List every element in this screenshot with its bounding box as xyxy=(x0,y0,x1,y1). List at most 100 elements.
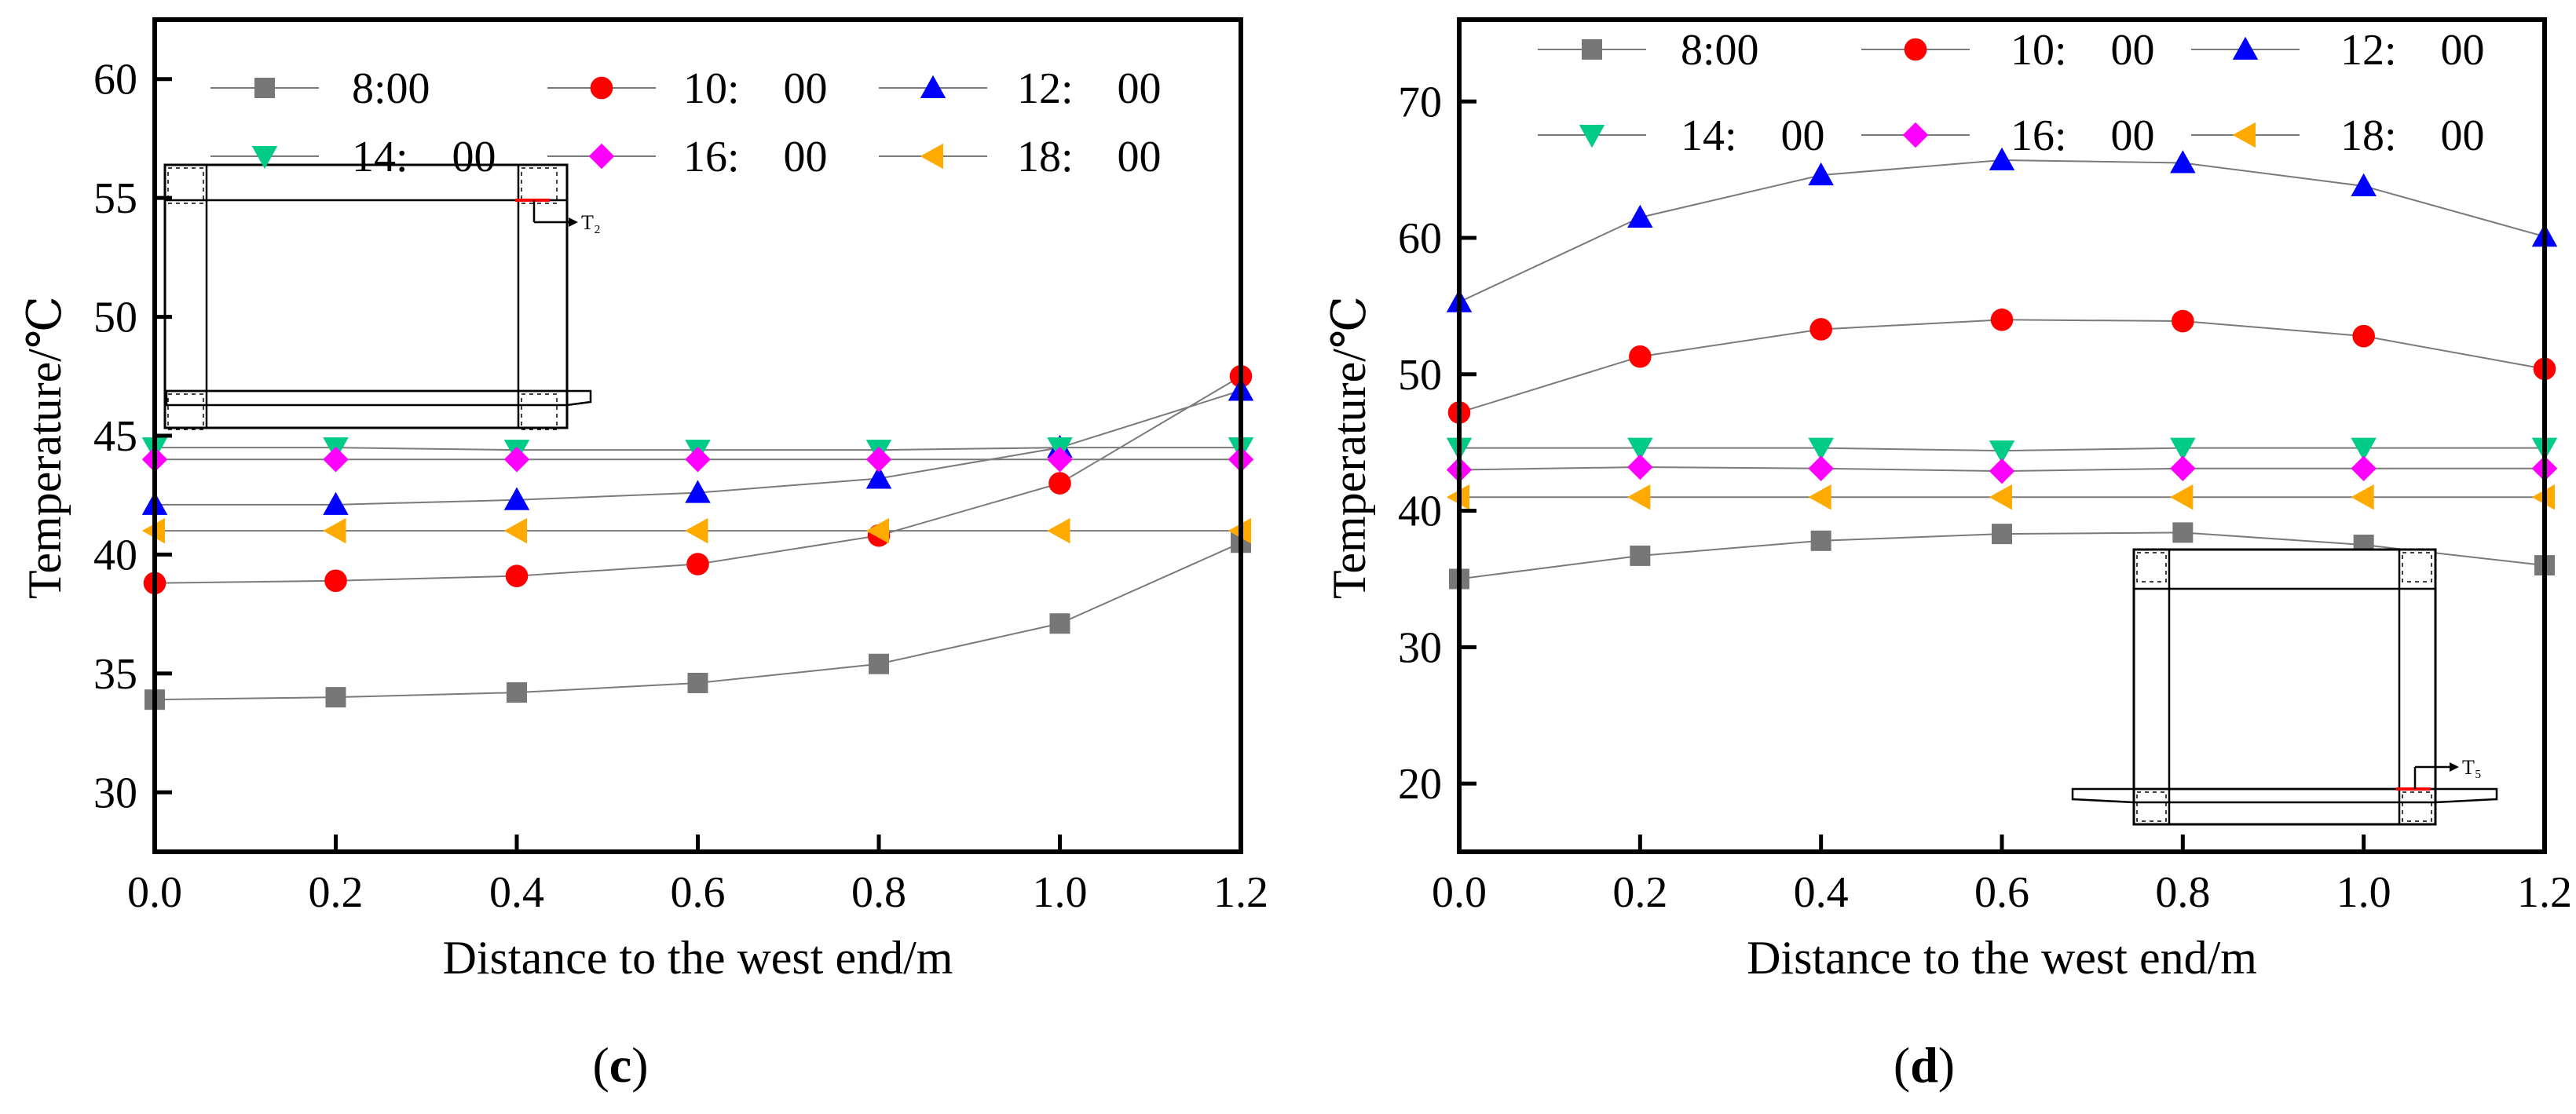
series-line xyxy=(1458,319,2545,414)
chart-panel-d: T₅ 0.0 0.2 0.4 0.6 0.8 1.0 1.2 20 30 40 50 60 70 8:0… xyxy=(1323,17,2572,1093)
x-tick-label: 0.4 xyxy=(489,868,544,917)
legend-marker xyxy=(920,75,946,98)
legend-label: 8:00 xyxy=(1681,26,1759,75)
legend-marker xyxy=(1579,125,1605,148)
legend-label: 12: 00 xyxy=(1017,64,1162,113)
data-point xyxy=(865,466,892,489)
legend: 8:00 10: 00 12: 00 14: 00 16: 00 18: 00 xyxy=(210,64,1162,181)
legend-marker xyxy=(251,146,278,170)
data-point xyxy=(2352,324,2375,348)
corner-marker xyxy=(2402,791,2432,822)
chart-panel-c: T₂ 0.0 0.2 0.4 0.6 0.8 1.0 1.2 30 35 40 45 50 55 60 8… xyxy=(19,17,1268,1093)
panel-label: (d) xyxy=(1894,1037,1955,1093)
data-point xyxy=(2351,173,2377,196)
data-point xyxy=(687,672,708,693)
x-tick-label: 0.6 xyxy=(671,868,726,917)
legend-marker xyxy=(1902,122,1929,148)
data-point xyxy=(1989,440,2015,464)
x-tick-label: 0.4 xyxy=(1794,868,1849,917)
y-tick-label: 55 xyxy=(93,174,137,223)
data-point xyxy=(2351,455,2377,481)
sensor-arrowhead xyxy=(2450,762,2459,772)
data-point xyxy=(323,517,346,544)
data-point xyxy=(1630,545,1651,566)
data-point xyxy=(503,447,530,473)
data-point xyxy=(685,517,708,544)
panel-label: (c) xyxy=(592,1037,648,1093)
legend-label: 18: 00 xyxy=(2340,111,2485,160)
y-tick-label: 60 xyxy=(93,56,137,104)
sensor-label: T₅ xyxy=(2462,756,2482,779)
x-tick-label: 1.2 xyxy=(1213,868,1268,917)
data-point xyxy=(503,487,530,510)
x-axis-label: Distance to the west end/m xyxy=(1747,932,2257,984)
legend-label: 12: 00 xyxy=(2340,26,2485,75)
box-girder-outline xyxy=(163,163,569,429)
cross-section-inset: T₅ xyxy=(2071,548,2498,826)
data-point xyxy=(2170,150,2196,173)
data-point xyxy=(1808,484,1831,510)
axes: 0.0 0.2 0.4 0.6 0.8 1.0 1.2 20 30 40 50 60 70 xyxy=(1398,78,2572,917)
legend-label: 10: 00 xyxy=(683,64,828,113)
x-tick-label: 0.0 xyxy=(127,868,182,917)
x-tick-label: 1.0 xyxy=(1033,868,1088,917)
data-point xyxy=(1627,454,1653,480)
x-tick-label: 0.8 xyxy=(851,868,906,917)
x-tick-label: 0.2 xyxy=(309,868,364,917)
data-point xyxy=(686,553,709,575)
data-point xyxy=(2170,484,2194,510)
data-point xyxy=(1047,447,1073,473)
legend-marker xyxy=(2232,36,2259,60)
data-point xyxy=(2170,437,2196,461)
data-point xyxy=(1992,524,2012,545)
legend-marker xyxy=(590,76,613,100)
corner-marker xyxy=(2136,552,2167,583)
corner-marker xyxy=(167,393,204,430)
y-tick-label: 60 xyxy=(1398,214,1442,263)
data-point xyxy=(507,682,527,703)
data-point xyxy=(1810,530,1831,551)
data-point xyxy=(505,564,529,587)
data-point xyxy=(1808,455,1834,481)
corner-marker xyxy=(521,393,558,430)
legend-marker xyxy=(254,78,275,98)
data-point xyxy=(1990,308,2014,331)
y-tick-label: 20 xyxy=(1398,760,1442,809)
y-tick-label: 45 xyxy=(93,412,137,461)
data-point xyxy=(1627,204,1653,228)
x-tick-label: 0.8 xyxy=(2155,868,2210,917)
data-point xyxy=(1808,162,1834,186)
data-point xyxy=(323,447,349,473)
y-axis-label: Temperature/℃ xyxy=(19,296,71,599)
y-tick-label: 50 xyxy=(1398,351,1442,400)
corner-marker xyxy=(2136,791,2167,822)
data-point xyxy=(324,569,347,593)
corner-marker xyxy=(167,167,204,204)
series-line xyxy=(1458,159,2545,303)
legend-marker xyxy=(920,143,943,170)
data-point xyxy=(2172,522,2194,543)
sensor-label: T₂ xyxy=(581,211,601,234)
y-tick-label: 30 xyxy=(93,769,137,817)
data-point xyxy=(1627,437,1653,461)
sensor-arrowhead xyxy=(569,217,578,227)
legend-label: 14: 00 xyxy=(352,133,496,181)
data-point xyxy=(1808,437,1834,461)
legend-marker xyxy=(1582,39,1602,60)
data-point xyxy=(685,480,711,503)
x-tick-label: 1.0 xyxy=(2336,868,2391,917)
legend-marker xyxy=(588,143,615,170)
corner-marker xyxy=(2402,552,2432,583)
x-axis-label: Distance to the west end/m xyxy=(443,932,953,984)
y-tick-label: 40 xyxy=(1398,488,1442,536)
x-tick-label: 0.6 xyxy=(1974,868,2029,917)
cross-section-inset: T₂ xyxy=(163,163,601,430)
legend: 8:00 10: 00 12: 00 14: 00 16: 00 18: 00 xyxy=(1538,26,2485,160)
data-point xyxy=(1629,345,1652,368)
data-point xyxy=(325,687,346,708)
data-point xyxy=(503,517,527,544)
legend-label: 16: 00 xyxy=(2011,111,2155,160)
y-axis-label: Temperature/℃ xyxy=(1323,296,1375,599)
x-tick-label: 0.2 xyxy=(1612,868,1667,917)
legend-marker xyxy=(2232,122,2256,148)
